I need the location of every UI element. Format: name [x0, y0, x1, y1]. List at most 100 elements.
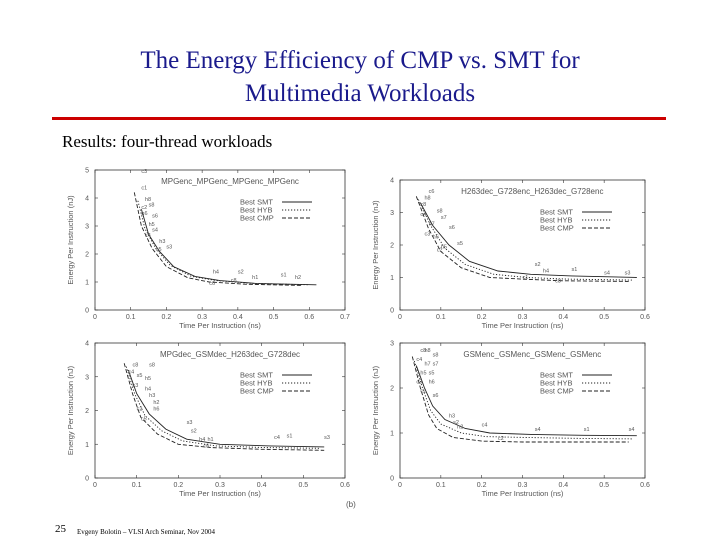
y-tick-label: 1	[390, 275, 394, 282]
x-tick-label: 0.6	[640, 314, 650, 321]
point-label: c8	[555, 278, 561, 284]
point-label: s3	[166, 244, 172, 250]
point-label: s2	[453, 420, 459, 426]
point-label: s4	[535, 427, 541, 433]
y-axis-label: Energy Per Instruction (nJ)	[371, 365, 380, 455]
figure: (b) 0 0.1 0.2 0.3 0.4 0.5 0.6 0.7 0 1 2 3 4 5 Time Per…	[60, 160, 660, 510]
point-label: c2	[141, 205, 147, 211]
y-tick-label: 4	[85, 341, 89, 348]
y-tick-label: 3	[85, 374, 89, 381]
point-label: s7	[441, 215, 447, 221]
footer-text: Evgeny Bolotin – VLSI Arch Seminar, Nov …	[77, 528, 216, 536]
point-label: s8	[149, 363, 155, 369]
point-label: c3	[133, 383, 139, 389]
series-line-best-smt	[420, 202, 637, 278]
point-label: c3	[425, 231, 431, 237]
point-label: c3	[416, 380, 422, 386]
point-label: s3	[625, 270, 631, 276]
y-axis-label: Energy Per Instruction (nJ)	[66, 195, 75, 285]
point-label: c5	[141, 417, 147, 423]
point-label: c4	[128, 369, 134, 375]
y-axis-label: Energy Per Instruction (nJ)	[371, 200, 380, 290]
point-label: s1	[572, 267, 578, 273]
legend-label: Best SMT	[240, 198, 273, 207]
chart-panel-4: 0 0.1 0.2 0.3 0.4 0.5 0.6 0 1 2 3 Time Per Instruct…	[371, 341, 650, 499]
x-axis-label: Time Per Instruction (ns)	[482, 321, 564, 330]
series-line-best-hyb	[417, 199, 633, 281]
y-tick-label: 1	[390, 431, 394, 438]
point-label: c5	[156, 247, 162, 253]
figure-svg: (b) 0 0.1 0.2 0.3 0.4 0.5 0.6 0.7 0 1 2 3 4 5 Time Per…	[66, 168, 650, 510]
point-label: h7	[429, 222, 435, 228]
plot-frame	[399, 179, 646, 311]
legend-label: Best HYB	[240, 206, 273, 215]
point-label: c2	[420, 389, 426, 395]
point-label: s1	[281, 272, 287, 278]
x-tick-label: 0.1	[132, 482, 142, 489]
panel-title: MPGdec_GSMdec_H263dec_G728dec	[160, 350, 300, 359]
x-axis-label: Time Per Instruction (ns)	[179, 321, 261, 330]
point-label: h4	[145, 386, 151, 392]
point-label: h1	[208, 437, 214, 443]
point-label: h7	[425, 362, 431, 368]
point-label: h8	[145, 197, 151, 203]
point-label: s3	[324, 435, 330, 441]
point-label: s6	[449, 225, 455, 231]
title-divider	[52, 117, 666, 120]
series-line-best-cmp	[415, 196, 629, 282]
x-tick-label: 0.5	[269, 314, 279, 321]
legend-label: Best CMP	[540, 224, 574, 233]
point-label: h4	[543, 269, 549, 275]
point-label: c4	[416, 357, 422, 363]
point-label: s2	[535, 262, 541, 268]
point-label: s4	[629, 427, 635, 433]
point-label: s6	[433, 393, 439, 399]
point-label: c4	[420, 212, 426, 218]
chart-panel-3: 0 0.1 0.2 0.3 0.4 0.5 0.6 0 1 2 3 4 Time Per Instruc…	[66, 341, 350, 499]
point-label: c8	[420, 202, 426, 208]
y-tick-label: 2	[85, 408, 89, 415]
point-label: s5	[429, 371, 435, 377]
legend-label: Best CMP	[240, 214, 274, 223]
point-label: s1	[584, 427, 590, 433]
legend-label: Best HYB	[240, 379, 273, 388]
point-label: c8	[420, 348, 426, 354]
point-label: c2	[437, 248, 443, 254]
y-tick-label: 0	[390, 476, 394, 483]
x-axis-label: Time Per Instruction (ns)	[179, 489, 261, 498]
point-label: s2	[238, 270, 244, 276]
chart-panel-1: 0 0.1 0.2 0.3 0.4 0.5 0.6 0.7 0 1 2 3 4 5 Time Per Ins…	[66, 168, 350, 331]
point-label: s8	[437, 209, 443, 215]
x-tick-label: 0.4	[558, 314, 568, 321]
point-label: c4	[274, 435, 280, 441]
point-label: h2	[153, 400, 159, 406]
legend-label: Best CMP	[540, 387, 574, 396]
point-label: s4	[152, 228, 158, 234]
x-tick-label: 0.4	[257, 482, 267, 489]
y-axis-label: Energy Per Instruction (nJ)	[66, 365, 75, 455]
legend-label: Best SMT	[540, 208, 573, 217]
x-tick-label: 0	[398, 482, 402, 489]
x-tick-label: 0.1	[436, 482, 446, 489]
panel-title: MPGenc_MPGenc_MPGenc_MPGenc	[161, 177, 299, 186]
point-label: s3	[187, 420, 193, 426]
x-tick-label: 0.2	[477, 314, 487, 321]
point-label: h2	[295, 275, 301, 281]
chart-panel-2: 0 0.1 0.2 0.3 0.4 0.5 0.6 0 1 2 3 4 Time Per Instruc…	[371, 178, 650, 331]
x-tick-label: 0	[93, 314, 97, 321]
x-tick-label: 0.3	[215, 482, 225, 489]
point-label: h6	[141, 211, 147, 217]
y-tick-label: 1	[85, 442, 89, 449]
legend-label: Best SMT	[240, 371, 273, 380]
x-tick-label: 0.6	[304, 314, 314, 321]
point-label: h1	[252, 275, 258, 281]
slide-title: The Energy Efficiency of CMP vs. SMT for…	[0, 44, 720, 110]
y-tick-label: 2	[85, 252, 89, 259]
y-tick-label: 4	[85, 196, 89, 203]
point-label: c1	[141, 186, 147, 192]
series-line-best-smt	[127, 369, 325, 448]
y-tick-label: 2	[390, 386, 394, 393]
x-tick-label: 0.2	[162, 314, 172, 321]
plot-frame	[94, 169, 346, 311]
slide-title-line-1: The Energy Efficiency of CMP vs. SMT for	[140, 47, 580, 74]
